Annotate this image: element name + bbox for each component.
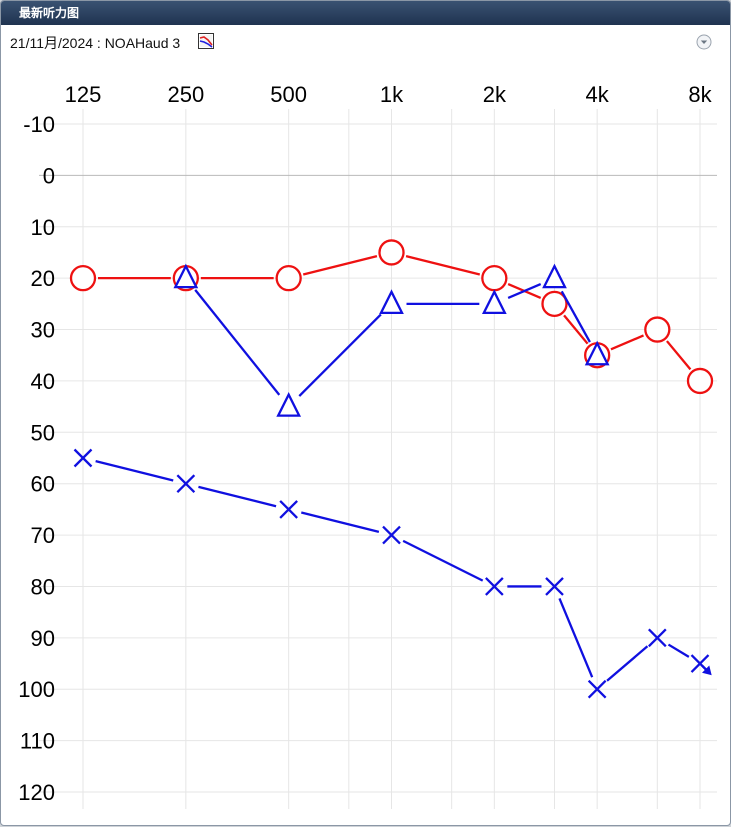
triangle-marker	[542, 263, 567, 289]
y-tick-label: 110	[20, 729, 55, 754]
y-tick-label: 120	[18, 780, 55, 805]
triangle-marker	[276, 392, 302, 417]
circle-marker	[481, 265, 508, 292]
audiogram-session-label: 21/11月/2024 : NOAHaud 3	[10, 35, 181, 51]
chart-grid	[39, 109, 717, 809]
y-tick-label: 40	[31, 369, 55, 394]
x-tick-label: 250	[167, 82, 204, 107]
cross-marker	[485, 577, 504, 596]
y-axis-ticks: -10 0 10 20 30 40 50 60 70 80 90 100 110 120	[18, 112, 55, 805]
series-segment	[194, 289, 281, 396]
series-segment	[560, 290, 591, 343]
series-segment	[302, 254, 378, 276]
x-axis-ticks: 125 250 500 1k 2k 4k 8k	[65, 82, 713, 107]
y-tick-label: 10	[31, 215, 55, 240]
circle-marker	[644, 316, 671, 343]
series-segment	[563, 314, 589, 345]
cross-marker	[545, 577, 564, 596]
series-segment	[507, 282, 542, 300]
cross-marker	[279, 500, 298, 519]
circle-marker	[686, 367, 714, 395]
y-tick-label: 30	[31, 318, 55, 343]
x-tick-label: 4k	[586, 82, 610, 107]
x-tick-label: 125	[65, 82, 102, 107]
y-tick-label: -10	[23, 112, 55, 137]
series-segment	[95, 460, 174, 482]
panel-title: 最新听力图	[1, 1, 730, 25]
y-tick-label: 100	[18, 677, 55, 702]
y-tick-label: 20	[31, 266, 55, 291]
x-tick-label: 2k	[483, 82, 507, 107]
y-tick-label: 0	[43, 163, 55, 188]
y-tick-label: 90	[31, 626, 55, 651]
series-cross	[73, 448, 712, 699]
triangle-marker	[481, 289, 507, 314]
triangle-marker	[173, 263, 199, 289]
x-tick-label: 500	[270, 82, 307, 107]
series-triangle	[173, 263, 610, 417]
cross-marker	[648, 628, 667, 648]
circle-marker	[378, 239, 405, 266]
series-segment	[402, 539, 484, 582]
y-tick-label: 70	[31, 523, 55, 548]
chevron-down-circle-icon[interactable]	[696, 34, 712, 50]
cross-marker	[176, 474, 196, 494]
y-tick-label: 60	[31, 472, 55, 497]
audiogram-chart-icon[interactable]	[198, 33, 214, 49]
cross-marker-no-response	[690, 654, 712, 676]
circle-marker	[541, 290, 568, 317]
cross-marker	[73, 448, 93, 468]
circle-marker	[275, 265, 302, 292]
chart-series	[69, 239, 714, 699]
y-tick-label: 80	[31, 574, 55, 599]
y-tick-label: 50	[31, 420, 55, 445]
triangle-marker	[584, 340, 610, 366]
series-segment	[301, 511, 380, 534]
series-segment	[405, 254, 481, 276]
cross-marker	[587, 679, 607, 699]
series-segment	[606, 645, 649, 682]
series-segment	[298, 313, 382, 397]
x-tick-label: 8k	[688, 82, 712, 107]
audiogram-header: 21/11月/2024 : NOAHaud 3	[1, 26, 730, 58]
series-segment	[558, 598, 594, 678]
series-segment	[667, 643, 690, 658]
triangle-marker	[379, 289, 404, 314]
series-segment	[198, 485, 277, 508]
series-segment	[610, 334, 644, 351]
circle-marker	[69, 265, 97, 292]
x-tick-label: 1k	[380, 82, 404, 107]
series-segment	[666, 340, 692, 371]
cross-marker	[382, 525, 401, 545]
